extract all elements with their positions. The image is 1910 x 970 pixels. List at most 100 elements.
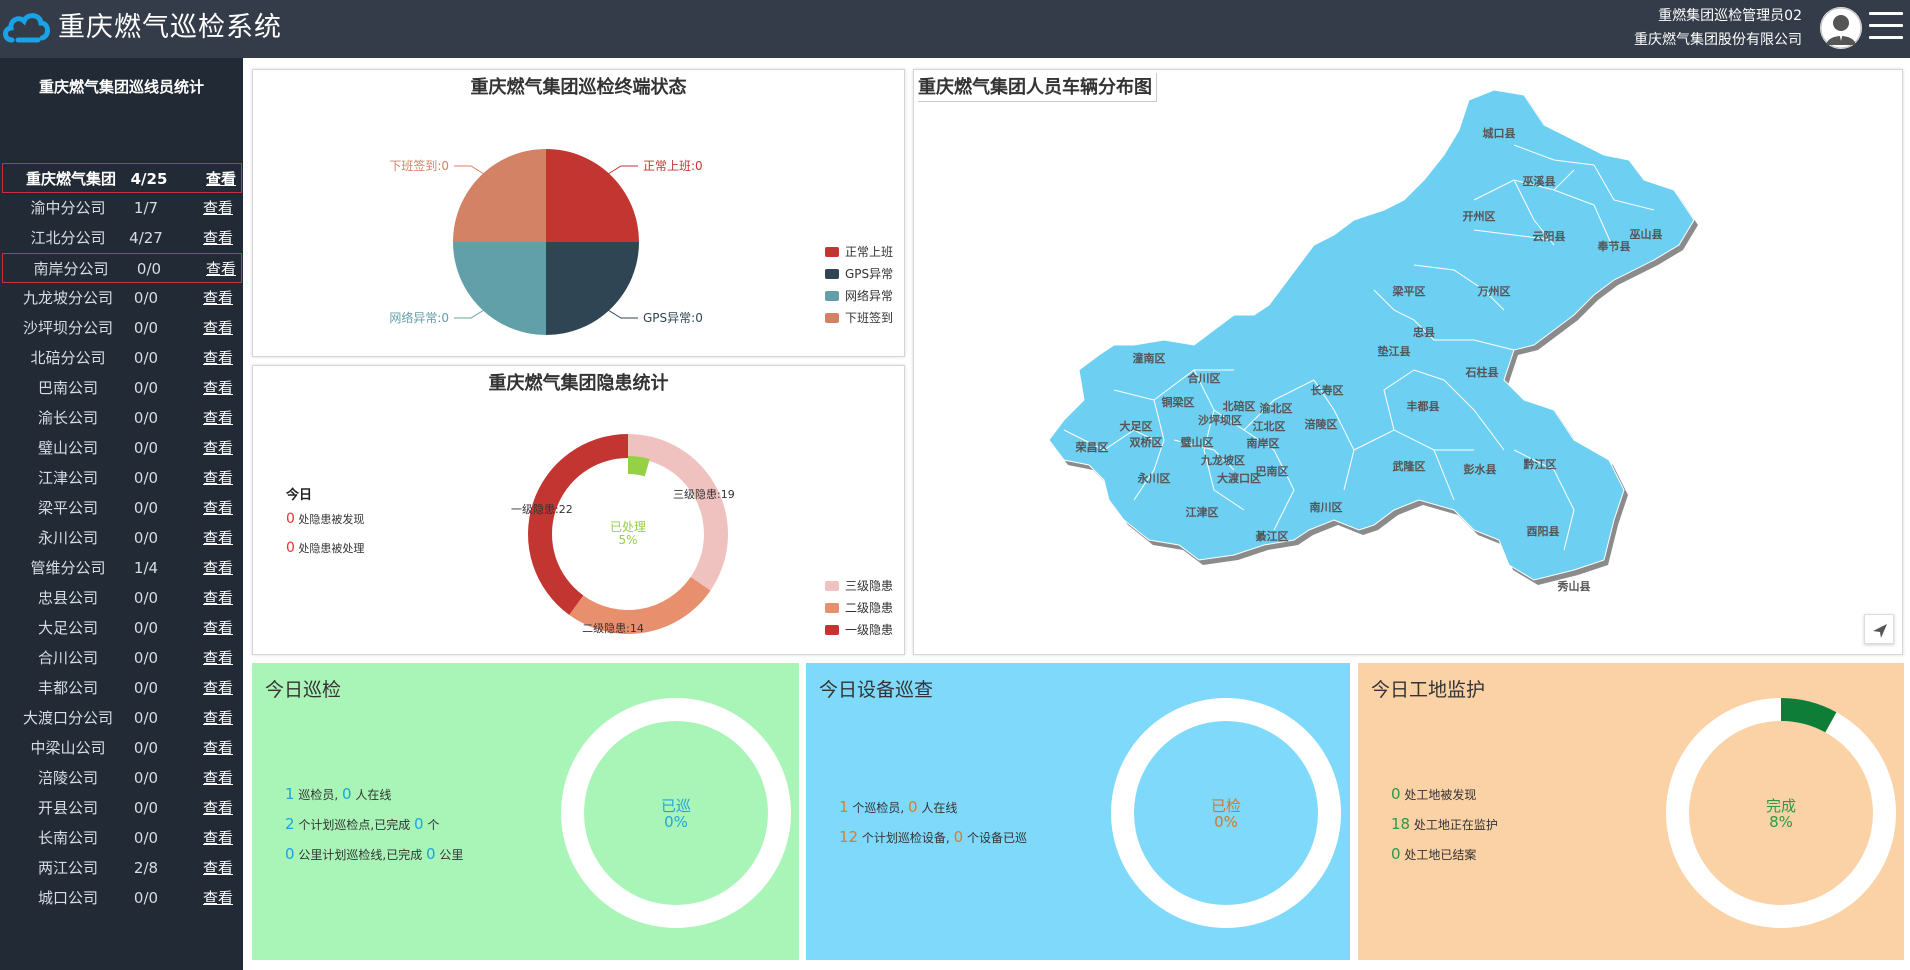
- ring-inner: [584, 721, 768, 905]
- hazard-handled-text: 处隐患被处理: [298, 542, 365, 555]
- sidebar-view-link[interactable]: 查看: [203, 229, 234, 247]
- sidebar-item[interactable]: 管维分公司 1/4 查看: [0, 553, 243, 583]
- donut-slice-level3[interactable]: [628, 434, 728, 591]
- sidebar-item[interactable]: 江津公司 0/0 查看: [0, 463, 243, 493]
- sidebar-view-link[interactable]: 查看: [203, 379, 234, 397]
- sidebar-item[interactable]: 中梁山公司 0/0 查看: [0, 733, 243, 763]
- sidebar-item[interactable]: 梁平公司 0/0 查看: [0, 493, 243, 523]
- legend-item[interactable]: GPS异常: [825, 263, 893, 285]
- district-label: 大渡口区: [1217, 471, 1261, 485]
- sidebar-view-link[interactable]: 查看: [206, 170, 237, 188]
- pie-slice-network[interactable]: [453, 242, 546, 335]
- sidebar-view-link[interactable]: 查看: [203, 679, 234, 697]
- sidebar-view-link[interactable]: 查看: [203, 799, 234, 817]
- sidebar-item-count: 0/0: [133, 409, 159, 427]
- map-region[interactable]: [1048, 89, 1695, 581]
- district-label: 巫山县: [1630, 227, 1663, 241]
- sidebar-view-link[interactable]: 查看: [203, 889, 234, 907]
- sidebar-item[interactable]: 永川公司 0/0 查看: [0, 523, 243, 553]
- district-border: [1443, 379, 1505, 451]
- sidebar-view-link[interactable]: 查看: [206, 260, 237, 278]
- sidebar-item-name: 梁平公司: [37, 499, 98, 517]
- district-label: 大足区: [1120, 419, 1153, 433]
- sidebar-item[interactable]: 渝长公司 0/0 查看: [0, 403, 243, 433]
- legend-swatch: [825, 269, 839, 279]
- sidebar-view-link[interactable]: 查看: [203, 349, 234, 367]
- sidebar-item[interactable]: 重庆燃气集团 4/25 查看: [2, 163, 242, 193]
- sidebar-item-count: 0/0: [133, 499, 159, 517]
- sidebar-item[interactable]: 沙坪坝分公司 0/0 查看: [0, 313, 243, 343]
- district-label: 秀山县: [1557, 579, 1591, 593]
- sidebar-item[interactable]: 南岸分公司 0/0 查看: [2, 253, 242, 283]
- sidebar-item[interactable]: 江北分公司 4/27 查看: [0, 223, 243, 253]
- sidebar-view-link[interactable]: 查看: [203, 709, 234, 727]
- sidebar-view-link[interactable]: 查看: [203, 739, 234, 757]
- legend-item[interactable]: 下班签到: [825, 307, 893, 329]
- donut-handled-slice[interactable]: [628, 456, 650, 477]
- sidebar-item[interactable]: 大足公司 0/0 查看: [0, 613, 243, 643]
- sidebar-view-link[interactable]: 查看: [203, 769, 234, 787]
- sidebar-item[interactable]: 长南公司 0/0 查看: [0, 823, 243, 853]
- sidebar-item[interactable]: 北碚分公司 0/0 查看: [0, 343, 243, 373]
- legend-item[interactable]: 正常上班: [825, 241, 893, 263]
- district-border: [1063, 429, 1155, 451]
- sidebar-view-link[interactable]: 查看: [203, 409, 234, 427]
- sidebar-view-link[interactable]: 查看: [203, 289, 234, 307]
- legend-item[interactable]: 一级隐患: [825, 619, 893, 641]
- sidebar-title: 重庆燃气集团巡线员统计: [38, 78, 204, 96]
- sidebar-item[interactable]: 渝中分公司 1/7 查看: [0, 193, 243, 223]
- donut-slice-level1[interactable]: [528, 434, 628, 615]
- sidebar-view-link[interactable]: 查看: [203, 199, 234, 217]
- legend-item[interactable]: 二级隐患: [825, 597, 893, 619]
- sidebar-view-link[interactable]: 查看: [203, 859, 234, 877]
- sidebar-item[interactable]: 丰都公司 0/0 查看: [0, 673, 243, 703]
- pie-slice-signoff[interactable]: [453, 149, 546, 242]
- sidebar-item[interactable]: 涪陵公司 0/0 查看: [0, 763, 243, 793]
- sidebar-item[interactable]: 两江公司 2/8 查看: [0, 853, 243, 883]
- district-label: 南岸区: [1247, 436, 1280, 450]
- sidebar-view-link[interactable]: 查看: [203, 439, 234, 457]
- district-border: [1413, 264, 1505, 311]
- locate-button[interactable]: [1864, 614, 1894, 644]
- legend-item[interactable]: 网络异常: [825, 285, 893, 307]
- legend-label: 三级隐患: [845, 579, 894, 593]
- sidebar-view-link[interactable]: 查看: [203, 529, 234, 547]
- sidebar-view-link[interactable]: 查看: [203, 649, 234, 667]
- district-label: 永川区: [1137, 471, 1171, 485]
- sidebar-item[interactable]: 合川公司 0/0 查看: [0, 643, 243, 673]
- legend-item[interactable]: 三级隐患: [825, 575, 893, 597]
- sidebar-item[interactable]: 巴南公司 0/0 查看: [0, 373, 243, 403]
- district-border: [1473, 169, 1575, 201]
- sidebar-view-link[interactable]: 查看: [203, 469, 234, 487]
- cloud-logo-icon: [3, 13, 50, 43]
- pie-slice-normal[interactable]: [546, 149, 639, 242]
- sidebar-item-name: 涪陵公司: [37, 769, 98, 787]
- district-label: 酉阳县: [1527, 524, 1560, 538]
- hamburger-menu-icon[interactable]: [1869, 12, 1903, 42]
- pie-label-network: 网络异常:0: [389, 310, 449, 325]
- sidebar-item-count: 0/0: [133, 889, 159, 907]
- sidebar-item[interactable]: 城口公司 0/0 查看: [0, 883, 243, 913]
- sidebar-view-link[interactable]: 查看: [203, 559, 234, 577]
- sidebar-view-link[interactable]: 查看: [203, 619, 234, 637]
- sidebar-view-link[interactable]: 查看: [203, 499, 234, 517]
- legend-label: 正常上班: [845, 245, 894, 259]
- sidebar-item-name: 南岸分公司: [33, 260, 109, 278]
- hazard-found-value: 0: [286, 511, 295, 527]
- sidebar-item-count: 0/0: [133, 439, 159, 457]
- sidebar-view-link[interactable]: 查看: [203, 319, 234, 337]
- sidebar-view-link[interactable]: 查看: [203, 589, 234, 607]
- sidebar-item[interactable]: 璧山公司 0/0 查看: [0, 433, 243, 463]
- district-label: 江北区: [1253, 419, 1286, 433]
- ring-label-text: 完成: [1765, 797, 1796, 815]
- sidebar-item[interactable]: 忠县公司 0/0 查看: [0, 583, 243, 613]
- user-avatar-icon[interactable]: [1820, 7, 1862, 49]
- sidebar-view-link[interactable]: 查看: [203, 829, 234, 847]
- sidebar-item[interactable]: 大渡口分公司 0/0 查看: [0, 703, 243, 733]
- pie-slice-gps[interactable]: [546, 242, 639, 335]
- ring-progress: [1781, 698, 1837, 733]
- donut-slice-level2[interactable]: [569, 576, 711, 634]
- sidebar-item[interactable]: 九龙坡分公司 0/0 查看: [0, 283, 243, 313]
- sidebar-item[interactable]: 开县公司 0/0 查看: [0, 793, 243, 823]
